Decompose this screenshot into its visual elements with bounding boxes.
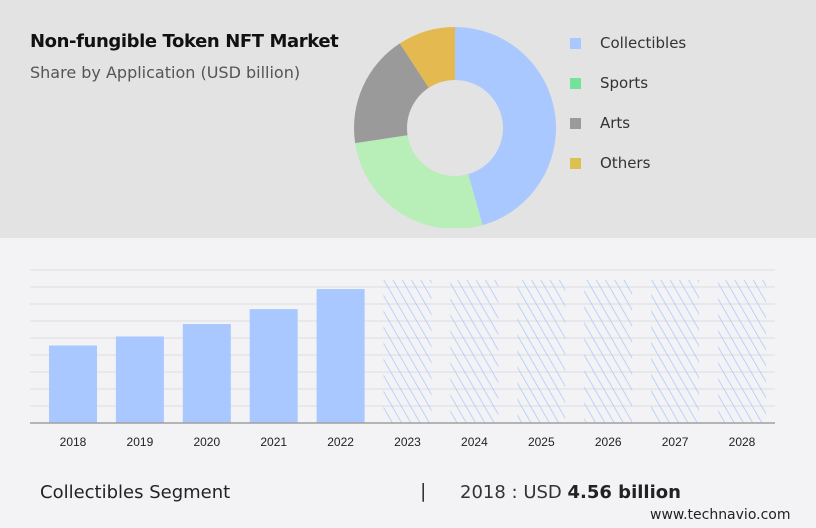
legend-swatch <box>570 117 581 129</box>
x-tick-label: 2028 <box>729 435 756 449</box>
separator: | <box>420 480 427 502</box>
bar-chart: 2018 2019 2020 2021 2022 2023 2024 2025 2026 2027… <box>30 269 775 449</box>
x-tick-label: 2023 <box>394 435 421 449</box>
bar-forecast-2024 <box>450 280 499 423</box>
legend-label: Collectibles <box>600 34 687 52</box>
donut-slice-collectibles <box>455 27 556 226</box>
bar-forecast-2028 <box>718 280 766 423</box>
bar-forecast-2027 <box>651 280 700 423</box>
legend-label: Others <box>600 154 651 172</box>
x-tick-label: 2018 <box>60 435 87 449</box>
x-tick-label: 2020 <box>193 435 220 449</box>
bar-forecast-2026 <box>584 280 633 423</box>
chart-title: Non-fungible Token NFT Market <box>30 31 339 52</box>
donut-slice-sports <box>355 135 483 229</box>
x-tick-label: 2025 <box>528 435 555 449</box>
value-amount: 4.56 billion <box>567 482 681 503</box>
x-tick-label: 2019 <box>127 435 154 449</box>
legend-swatch <box>570 77 581 89</box>
bar-2019 <box>115 336 164 423</box>
x-tick-label: 2027 <box>662 435 689 449</box>
legend-label: Sports <box>600 74 649 92</box>
legend-item-arts: Arts <box>570 114 630 132</box>
bar-forecast-2023 <box>383 280 432 423</box>
legend-item-others: Others <box>570 154 650 172</box>
source-link[interactable]: www.technavio.com <box>650 507 791 523</box>
donut-chart <box>340 27 580 238</box>
legend-item-sports: Sports <box>570 74 648 92</box>
segment-value: 2018 : USD 4.56 billion <box>460 482 681 503</box>
donut-slice-others <box>399 27 455 88</box>
donut-slice-arts <box>354 43 429 144</box>
segment-label: Collectibles Segment <box>40 482 231 503</box>
x-tick-label: 2022 <box>327 435 354 449</box>
legend-swatch <box>570 157 581 169</box>
x-tick-label: 2024 <box>461 435 488 449</box>
x-tick-label: 2021 <box>260 435 287 449</box>
legend-label: Arts <box>600 114 631 132</box>
bar-2020 <box>182 324 231 423</box>
year-label: 2018 : USD <box>460 482 568 503</box>
bar-forecast-2025 <box>517 280 566 423</box>
chart-subtitle: Share by Application (USD billion) <box>30 63 301 82</box>
x-tick-label: 2026 <box>595 435 622 449</box>
legend-swatch <box>570 37 581 49</box>
bar-2022 <box>316 289 365 423</box>
bar-2018 <box>49 345 97 423</box>
legend-item-collectibles: Collectibles <box>570 34 686 52</box>
bar-2021 <box>249 309 298 423</box>
